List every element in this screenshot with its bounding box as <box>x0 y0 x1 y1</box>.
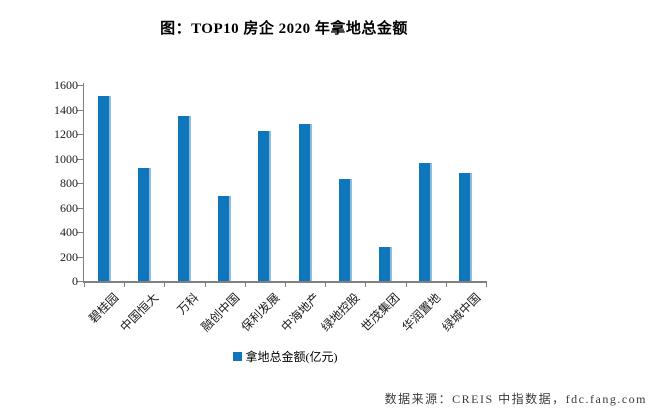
data-source-note: 数据来源：CREIS 中指数据，fdc.fang.com <box>384 392 647 406</box>
y-axis-tick-label: 600 <box>60 200 78 215</box>
x-axis-tick <box>124 283 126 287</box>
y-axis-tick <box>77 256 83 258</box>
y-axis-tick <box>77 158 83 160</box>
y-axis-tick-label: 1600 <box>54 78 78 92</box>
bar <box>178 116 191 281</box>
x-axis-line <box>83 281 487 283</box>
bar <box>379 246 392 281</box>
y-axis-tick <box>77 207 83 209</box>
x-axis-tick <box>204 283 206 287</box>
x-axis-label: 绿地控股 <box>318 290 363 335</box>
x-axis-tick <box>486 283 487 287</box>
x-axis-label: 世茂集团 <box>358 290 403 335</box>
bar <box>218 195 232 281</box>
y-axis-tick <box>77 183 83 184</box>
legend-swatch <box>232 352 242 361</box>
y-axis-tick-label: 400 <box>60 225 78 239</box>
x-axis-tick <box>405 283 407 287</box>
x-axis-label: 绿城中国 <box>439 290 484 335</box>
x-axis-tick <box>84 283 85 287</box>
x-axis-tick <box>164 283 166 287</box>
y-axis-tick <box>77 232 83 233</box>
bar <box>419 162 433 281</box>
x-axis-label: 华润置地 <box>399 290 444 335</box>
chart-legend: 拿地总金额(亿元) <box>84 348 486 365</box>
bar <box>137 168 151 281</box>
bar <box>258 130 272 281</box>
y-axis-tick <box>77 134 83 135</box>
x-axis-label: 融创中国 <box>198 290 243 335</box>
x-axis-tick <box>244 283 246 287</box>
y-axis-tick-label: 0 <box>72 274 78 288</box>
x-axis-tick <box>325 283 327 287</box>
bar <box>298 123 312 281</box>
y-axis-tick <box>77 85 83 86</box>
y-axis-tick-label: 1400 <box>54 102 78 117</box>
x-axis-label: 中国恒大 <box>117 290 162 335</box>
x-axis-label: 保利发展 <box>238 290 283 335</box>
x-axis-tick <box>445 283 447 287</box>
chart-title: 图：TOP10 房企 2020 年拿地总金额 <box>160 21 408 37</box>
y-axis-tick-label: 200 <box>60 249 78 264</box>
y-axis-tick-label: 1200 <box>54 127 78 141</box>
y-axis-tick <box>77 281 83 282</box>
bar <box>338 179 352 281</box>
x-axis-tick <box>285 283 286 287</box>
x-axis-label: 中海地产 <box>278 290 323 335</box>
legend-label: 拿地总金额(亿元) <box>245 350 338 364</box>
bar <box>459 172 473 281</box>
bar <box>97 96 111 281</box>
y-axis-tick <box>77 109 83 111</box>
x-axis-tick <box>365 283 367 287</box>
y-axis-tick-label: 800 <box>60 176 78 190</box>
y-axis-tick-label: 1000 <box>54 151 78 166</box>
x-axis-label: 万科 <box>174 290 202 318</box>
y-axis-line <box>83 83 84 282</box>
